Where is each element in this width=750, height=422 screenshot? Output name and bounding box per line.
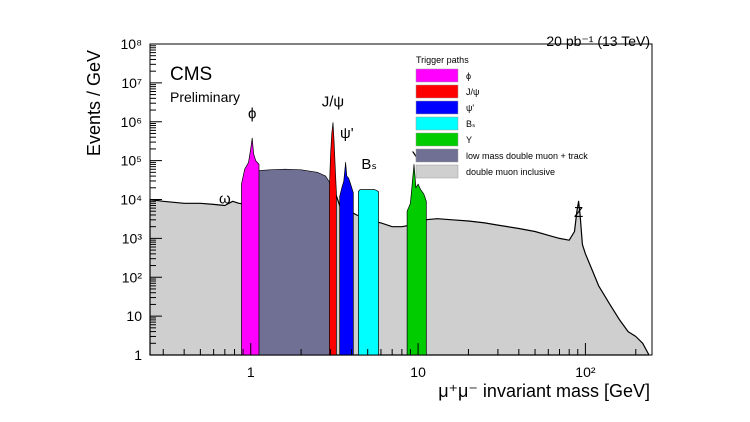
legend-swatch	[415, 100, 459, 115]
legend-entry: low mass double muon + track	[466, 151, 588, 161]
plot-area	[149, 122, 650, 356]
y-tick-label: 1	[134, 347, 142, 363]
legend-entry: J/ψ	[466, 87, 479, 97]
peak-label: ω	[219, 190, 231, 207]
series-area-2	[241, 137, 260, 356]
series-area-1	[248, 168, 331, 356]
x-tick-label: 10²	[575, 364, 596, 380]
y-tick-label: 10²	[122, 269, 143, 285]
y-tick-label: 10⁵	[121, 153, 142, 169]
legend-title: Trigger paths	[416, 55, 469, 65]
y-tick-label: 10⁷	[121, 75, 142, 91]
peak-label: ψ'	[340, 125, 354, 142]
y-tick-label: 10	[126, 308, 142, 324]
legend-swatch	[415, 148, 459, 163]
x-tick-label: 10	[410, 364, 426, 380]
legend-entry: Bₛ	[466, 119, 475, 129]
peak-label: Z	[574, 204, 583, 221]
status-label: Preliminary	[170, 89, 240, 105]
legend-swatch	[415, 84, 459, 99]
legend-entry: ψ'	[466, 103, 474, 113]
series-area-3	[329, 122, 337, 356]
legend-entry: ϕ	[466, 71, 471, 81]
legend-swatch	[415, 164, 459, 179]
peak-label: ϕ	[248, 106, 256, 123]
x-tick-label: 1	[247, 364, 255, 380]
lumi-label: 20 pb⁻¹ (13 TeV)	[546, 33, 650, 49]
legend-swatch	[415, 132, 459, 147]
series-area-6	[406, 164, 427, 356]
series-area-5	[358, 189, 379, 356]
y-axis-title: Events / GeV	[84, 50, 104, 156]
y-tick-label: 10⁴	[120, 192, 142, 208]
peak-label: J/ψ	[322, 93, 344, 110]
legend-entry: Υ	[466, 135, 472, 145]
y-tick-label: 10⁸	[121, 36, 143, 52]
peak-label: Bₛ	[361, 156, 377, 173]
legend-swatch	[415, 116, 459, 131]
x-axis-title: μ⁺μ⁻ invariant mass [GeV]	[438, 381, 650, 401]
experiment-label: CMS	[170, 64, 212, 85]
axis-ticks: 1 10 10² 10³ 10⁴ 10⁵ 10⁶ 10⁷ 10⁸ 1 10 10²	[120, 36, 637, 380]
y-tick-label: 10⁶	[121, 114, 142, 130]
legend-swatch	[415, 68, 459, 83]
y-tick-label: 10³	[122, 230, 143, 246]
series-area-4	[339, 162, 354, 356]
legend-entry: double muon inclusive	[466, 167, 555, 177]
